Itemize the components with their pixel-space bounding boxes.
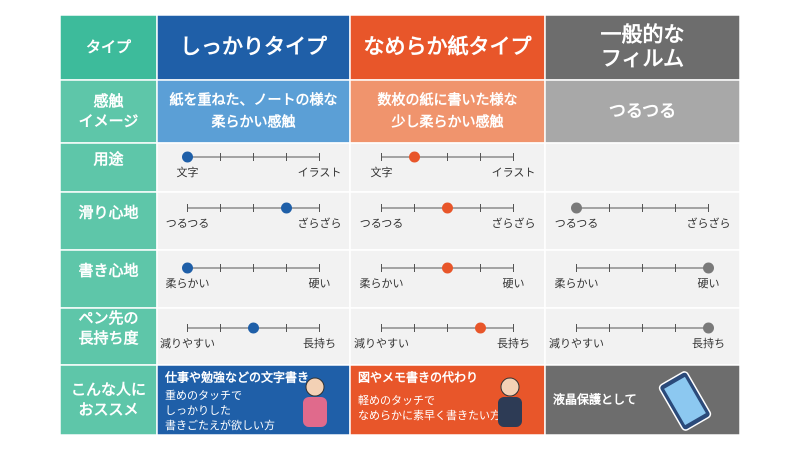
scale-dot — [248, 322, 259, 334]
scale-cell — [156, 191, 351, 251]
scale-right-label: ざらざら — [687, 216, 731, 230]
scale-dot — [703, 262, 714, 274]
column-title: フィルム — [601, 47, 684, 71]
row-label: 滑り心地 — [78, 204, 138, 222]
person-icon — [498, 377, 522, 427]
column-title: しっかりタイプ — [180, 35, 328, 59]
person-body — [303, 397, 327, 427]
scale-left-label: つるつる — [166, 217, 210, 230]
feel-text: 数枚の紙に書いた様な — [378, 92, 518, 109]
recommend-desc: 書きごたえが欲しい方 — [165, 418, 275, 432]
scale-left-label: つるつる — [360, 217, 404, 230]
scale-dot — [182, 151, 193, 163]
row-label: 書き心地 — [78, 262, 138, 280]
person-body — [498, 397, 522, 427]
phone-icon — [658, 371, 712, 431]
label-cell — [59, 14, 158, 81]
scale-cell — [156, 249, 351, 309]
scale-left-label: 減りやすい — [160, 336, 215, 350]
recommend-desc: 軽めのタッチで — [358, 394, 435, 407]
person-head — [500, 377, 520, 397]
recommend-title: 液晶保護として — [553, 392, 637, 407]
scale-dot — [571, 202, 582, 214]
row-label: 長持ち度 — [78, 329, 139, 347]
recommend-title: 仕事や勉強などの文字書き — [164, 370, 309, 385]
scale-cell — [156, 142, 351, 193]
feel-text: 柔らかい感触 — [211, 114, 296, 131]
recommend-desc: 重めのタッチで — [165, 388, 242, 402]
scale-dot — [281, 202, 292, 214]
label-cell — [59, 79, 158, 144]
scale-left-label: 柔らかい — [555, 277, 599, 290]
scale-right-label: イラスト — [492, 166, 536, 179]
feel-text: つるつる — [609, 102, 676, 122]
scale-left-label: 文字 — [177, 165, 199, 179]
scale-cell — [544, 249, 741, 309]
label-cell — [59, 142, 158, 193]
scale-right-label: 硬い — [309, 277, 331, 290]
scale-dot — [442, 262, 453, 274]
scale-left-label: 減りやすい — [549, 336, 604, 350]
scale-left-label: 減りやすい — [354, 336, 409, 350]
feel-text: 紙を重ねた、ノートの様な — [170, 92, 338, 109]
scale-dot — [475, 322, 486, 334]
feel-text: 少し柔らかい感触 — [391, 114, 504, 131]
scale-dot — [182, 262, 193, 274]
column-title: 一般的な — [601, 23, 685, 47]
scale-dot — [409, 151, 420, 163]
scale-left-label: 柔らかい — [166, 277, 210, 290]
scale-cell — [156, 307, 351, 366]
person-head — [305, 377, 325, 397]
scale-cell — [544, 307, 741, 366]
row-label: こんな人に — [71, 381, 146, 399]
scale-right-label: 長持ち — [497, 336, 530, 350]
scale-right-label: 長持ち — [692, 336, 725, 350]
scale-right-label: 硬い — [503, 277, 525, 290]
header-cell — [544, 14, 741, 81]
scale-right-label: イラスト — [298, 166, 342, 179]
row-label: 感触 — [93, 92, 123, 110]
person-icon — [303, 377, 327, 427]
row-label: タイプ — [86, 38, 132, 56]
scale-left-label: つるつる — [555, 217, 599, 230]
recommend-desc: しっかりした — [165, 404, 231, 417]
scale-dot — [703, 322, 714, 334]
scale-right-label: ざらざら — [492, 216, 536, 230]
recommend-desc: なめらかに素早く書きたい方 — [358, 408, 501, 422]
row-label: おススメ — [78, 401, 138, 419]
scale-left-label: 柔らかい — [360, 277, 404, 290]
header-cell — [156, 14, 351, 81]
row-label: ペン先の — [78, 309, 138, 327]
column-title: なめらか紙タイプ — [364, 35, 533, 59]
scale-dot — [442, 202, 453, 214]
recommend-title: 図やメモ書きの代わり — [358, 370, 478, 385]
scale-right-label: 硬い — [698, 277, 720, 290]
feel-cell — [349, 79, 546, 144]
row-label: 用途 — [93, 150, 124, 168]
scale-right-label: ざらざら — [298, 216, 342, 230]
scale-cell — [544, 142, 741, 193]
scale-right-label: 長持ち — [303, 336, 336, 350]
scale-cell — [349, 307, 546, 366]
scale-left-label: 文字 — [371, 165, 393, 179]
feel-cell — [156, 79, 351, 144]
recommend-cell — [544, 364, 741, 436]
row-label: イメージ — [79, 112, 139, 130]
phone-screen — [664, 376, 706, 426]
